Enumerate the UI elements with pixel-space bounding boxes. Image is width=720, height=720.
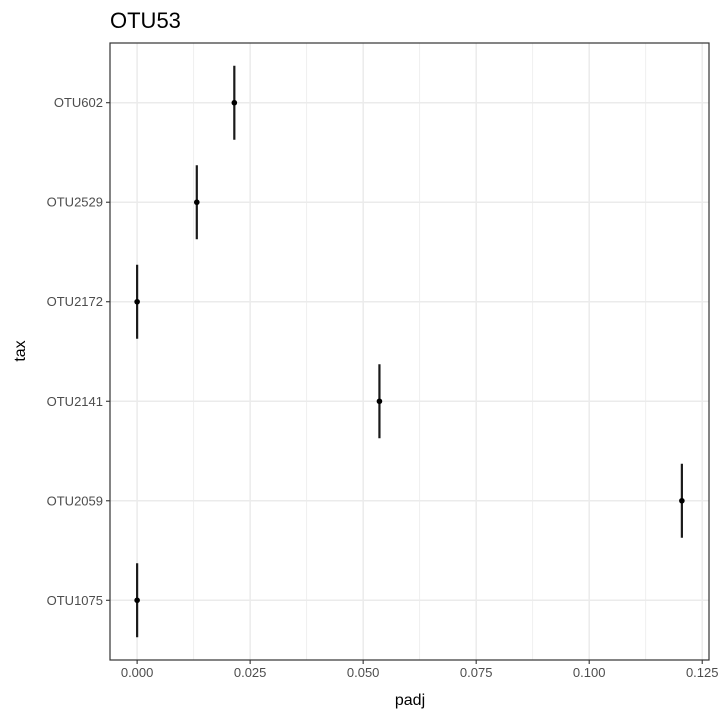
y-axis: OTU1075 OTU2059 OTU2141 OTU2172 OTU2529 OTU60… [47,95,110,608]
x-axis: 0.000 0.025 0.050 0.075 0.100 0.125 [121,660,719,680]
y-tick-label: OTU2059 [47,493,103,508]
chart-title: OTU53 [110,8,181,33]
panel-border [109,42,710,661]
y-tick-label: OTU1075 [47,593,103,608]
y-tick-label: OTU602 [54,95,103,110]
y-tick-label: OTU2141 [47,394,103,409]
data-point [231,99,238,106]
y-axis-title: tax [12,340,29,361]
x-tick-label: 0.125 [686,665,719,680]
grid-major [110,43,709,660]
data-marks [134,65,685,638]
data-point [134,597,140,604]
y-tick-label: OTU2172 [47,294,103,309]
data-point [134,298,140,305]
x-tick-label: 0.100 [573,665,606,680]
data-point [679,497,685,504]
x-tick-label: 0.050 [347,665,380,680]
grid-minor [193,43,647,660]
x-axis-title: padj [395,692,425,709]
data-point [376,398,383,405]
x-tick-label: 0.075 [460,665,493,680]
x-tick-label: 0.000 [121,665,154,680]
x-tick-label: 0.025 [234,665,267,680]
y-tick-label: OTU2529 [47,195,103,210]
data-point [193,199,200,206]
